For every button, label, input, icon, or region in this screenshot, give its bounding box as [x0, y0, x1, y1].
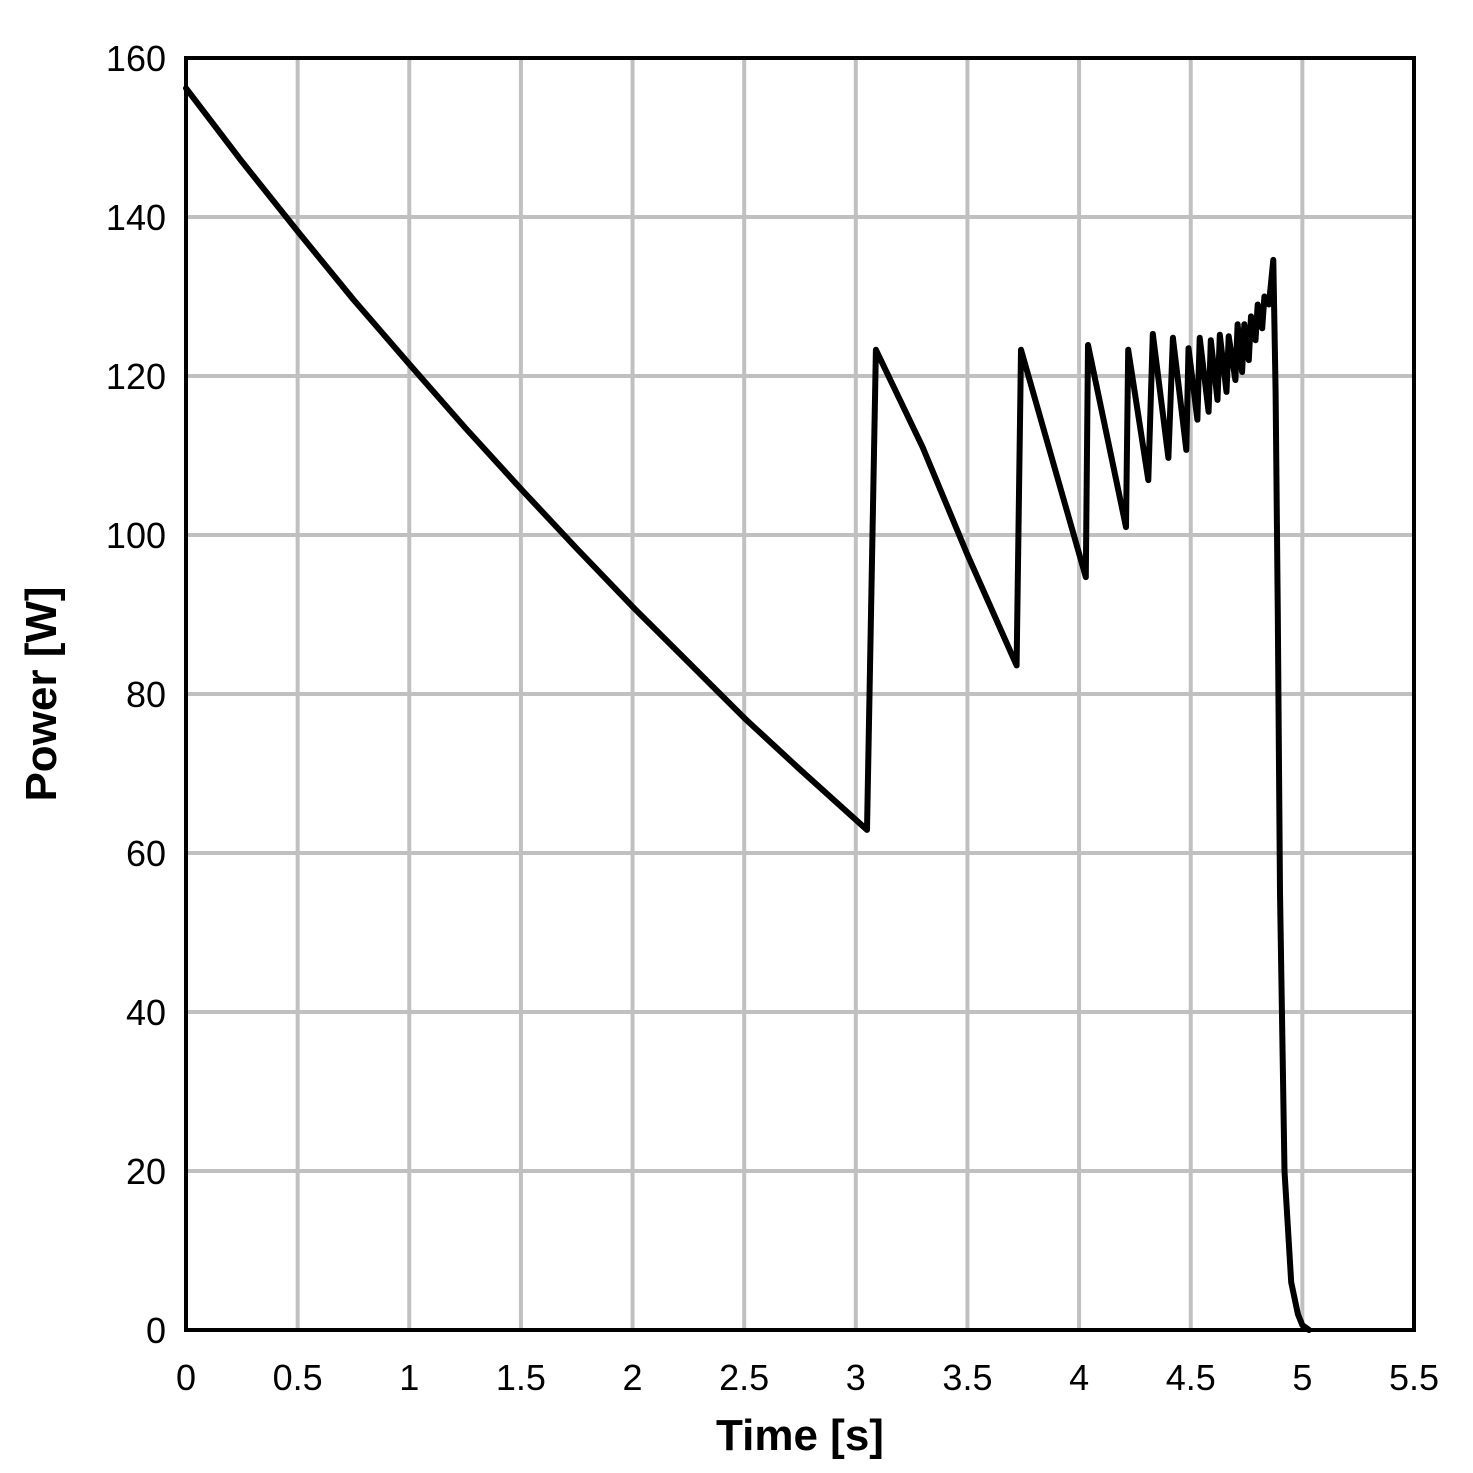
x-tick-label: 3 — [846, 1357, 866, 1398]
x-tick-label: 4 — [1069, 1357, 1089, 1398]
x-tick-label: 3.5 — [942, 1357, 992, 1398]
y-tick-label: 20 — [126, 1151, 166, 1192]
y-tick-label: 120 — [106, 356, 166, 397]
x-tick-label: 0 — [176, 1357, 196, 1398]
x-tick-label: 1 — [399, 1357, 419, 1398]
y-tick-label: 140 — [106, 197, 166, 238]
x-tick-label: 5 — [1292, 1357, 1312, 1398]
x-tick-label: 2.5 — [719, 1357, 769, 1398]
y-tick-label: 40 — [126, 992, 166, 1033]
x-tick-label: 1.5 — [496, 1357, 546, 1398]
x-axis-title: Time [s] — [716, 1411, 884, 1460]
y-tick-label: 160 — [106, 38, 166, 79]
power-line — [183, 85, 1313, 1333]
y-tick-label: 0 — [146, 1310, 166, 1351]
y-tick-label: 60 — [126, 833, 166, 874]
x-tick-label: 0.5 — [273, 1357, 323, 1398]
y-tick-label: 100 — [106, 515, 166, 556]
x-tick-label: 2 — [623, 1357, 643, 1398]
x-axis-tick-labels: 0 0.5 1 1.5 2 2.5 3 3.5 4 4.5 5 5.5 — [176, 1357, 1439, 1398]
data-series — [183, 85, 1313, 1333]
x-tick-label: 4.5 — [1166, 1357, 1216, 1398]
plot-frame — [184, 56, 1416, 1332]
y-axis-title: Power [W] — [17, 586, 66, 801]
x-tick-label: 5.5 — [1389, 1357, 1439, 1398]
y-tick-label: 80 — [126, 674, 166, 715]
y-axis-tick-labels: 0 20 40 60 80 100 120 140 160 — [106, 38, 166, 1351]
